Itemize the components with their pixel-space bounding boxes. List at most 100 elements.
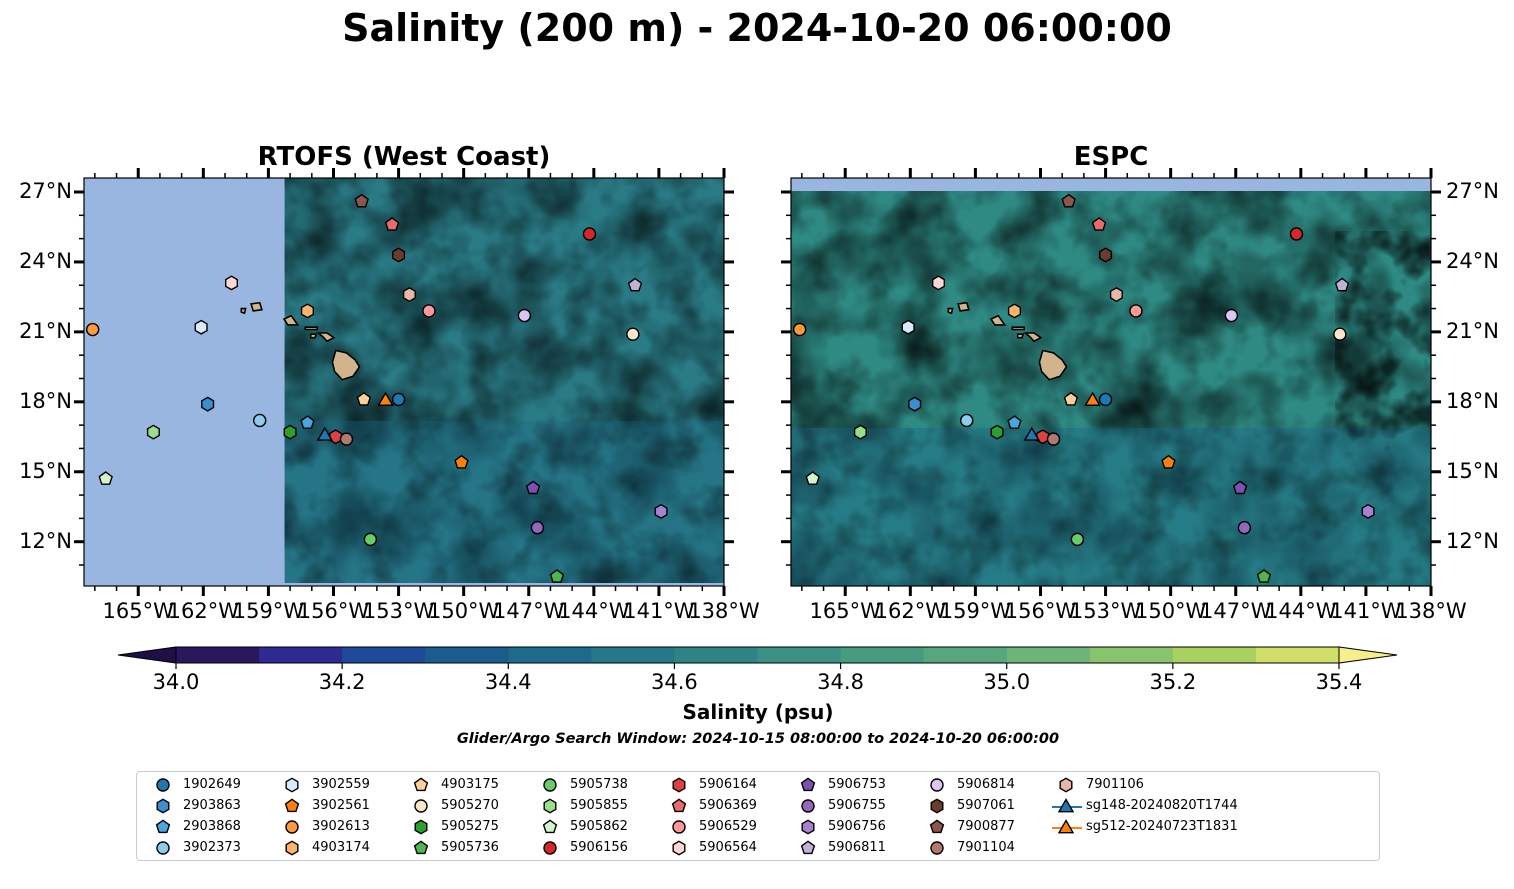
- platform-marker: [1023, 426, 1041, 441]
- legend-marker: [414, 799, 428, 813]
- colorbar-tick-label: 35.2: [1149, 670, 1197, 694]
- platform-marker: [1256, 569, 1272, 583]
- legend-marker: [285, 840, 299, 856]
- lon-tick-label: 159°W: [939, 599, 1012, 623]
- legend-label: 7900877: [957, 819, 1015, 834]
- island: [316, 332, 336, 343]
- colorbar-bin: [923, 647, 1008, 663]
- platform-marker: [98, 471, 113, 485]
- platform-marker: [1070, 532, 1085, 547]
- legend-marker: [930, 798, 944, 814]
- platform-marker: [283, 424, 297, 440]
- legend-marker: [801, 799, 815, 813]
- legend-marker: [930, 841, 944, 855]
- circle-marker-icon: [543, 778, 557, 792]
- platform-marker: [146, 424, 160, 440]
- lon-tick-label: 153°W: [1069, 599, 1142, 623]
- island: [304, 326, 319, 331]
- lat-tick-label: 21°N: [1446, 318, 1499, 343]
- platform-marker: [384, 217, 400, 231]
- pentagon-marker-icon: [155, 819, 171, 834]
- panel-title-espc: ESPC: [1073, 142, 1149, 172]
- platform-marker: [1232, 480, 1248, 495]
- espc-map-panel: [791, 178, 1431, 586]
- legend-label: 5906529: [699, 819, 757, 834]
- platform-marker: [1007, 415, 1022, 429]
- legend-marker: [285, 820, 299, 834]
- legend-label: 5905736: [441, 840, 499, 855]
- colorbar-tick-label: 34.4: [484, 670, 532, 694]
- platform-marker: [194, 319, 208, 335]
- colorbar-tick-label: 35.0: [983, 670, 1031, 694]
- lat-tick-label: 18°N: [19, 388, 72, 413]
- platform-marker: [1129, 304, 1143, 318]
- colorbar-bin: [259, 647, 343, 663]
- legend-label: 2903868: [183, 819, 241, 834]
- platform-marker: [805, 471, 820, 485]
- circle-marker-icon: [156, 841, 170, 855]
- lon-tick-label: 156°W: [1004, 599, 1077, 623]
- lon-tick-label: 144°W: [1265, 599, 1337, 623]
- legend-marker: [156, 778, 170, 792]
- colorbar-bin: [1255, 647, 1340, 663]
- island: [282, 314, 300, 326]
- platform-marker: [391, 392, 406, 407]
- lat-tick-label: 27°N: [1446, 178, 1499, 203]
- platform-marker: [201, 396, 215, 412]
- pentagon-marker-icon: [284, 798, 300, 813]
- triangle-marker-icon: [1052, 798, 1082, 813]
- colorbar-extend-min: [117, 646, 177, 664]
- legend-marker: [284, 798, 300, 813]
- lon-tick-label: 138°W: [688, 599, 760, 623]
- island: [1023, 332, 1043, 343]
- lat-tick-label: 24°N: [19, 248, 72, 273]
- colorbar-bin: [342, 647, 426, 663]
- panel-title-rtofs: RTOFS (West Coast): [257, 142, 551, 172]
- lon-tick-label: 150°W: [427, 599, 500, 623]
- hexagon-marker-icon: [285, 777, 299, 793]
- island: [1016, 333, 1025, 339]
- legend-label: 5905738: [570, 777, 628, 792]
- legend-label: 5906755: [828, 798, 886, 813]
- circle-marker-icon: [285, 820, 299, 834]
- legend-label: 7901106: [1086, 777, 1144, 792]
- colorbar-bin: [508, 647, 592, 663]
- lat-tick-label: 18°N: [1446, 388, 1499, 413]
- platform-marker: [392, 247, 406, 263]
- island: [947, 307, 954, 315]
- hexagon-marker-icon: [1059, 777, 1073, 793]
- platform-marker: [377, 391, 394, 406]
- pentagon-marker-icon: [413, 777, 429, 792]
- legend-marker: [156, 798, 170, 814]
- island: [331, 349, 361, 381]
- legend-marker: [672, 820, 686, 834]
- circle-marker-icon: [930, 841, 944, 855]
- pentagon-marker-icon: [800, 777, 816, 792]
- platform-marker: [1007, 303, 1021, 319]
- platform-marker: [354, 193, 369, 208]
- island: [1038, 349, 1068, 381]
- platform-marker: [582, 227, 597, 241]
- legend-marker: [672, 777, 686, 793]
- island: [957, 301, 970, 312]
- platform-marker: [1091, 217, 1107, 231]
- lat-tick-label: 21°N: [19, 318, 72, 343]
- lat-tick-label: 27°N: [19, 178, 72, 203]
- legend-marker: [414, 819, 428, 835]
- platform-marker: [990, 424, 1004, 440]
- hexagon-marker-icon: [285, 840, 299, 856]
- hexagon-marker-icon: [672, 840, 686, 856]
- platform-marker: [853, 424, 867, 440]
- platform-marker: [224, 275, 239, 291]
- lon-tick-label: 147°W: [493, 599, 565, 623]
- map-frame: [83, 177, 725, 587]
- legend-marker: [155, 819, 171, 834]
- platform-marker: [1334, 277, 1350, 292]
- rtofs-map-panel: [84, 178, 724, 586]
- colorbar-bin: [176, 647, 260, 663]
- lat-tick-label: 15°N: [19, 458, 72, 483]
- lon-tick-label: 147°W: [1200, 599, 1272, 623]
- platform-marker: [356, 391, 372, 406]
- platform-marker: [454, 454, 469, 469]
